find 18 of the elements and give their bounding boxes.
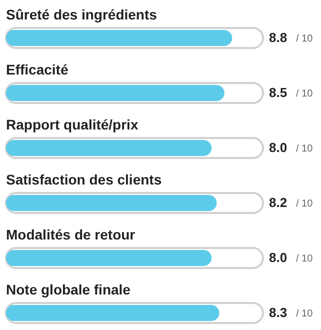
y-tick-label: Note globale finale (6, 282, 131, 298)
data-label: 8.3 (269, 305, 288, 320)
y-tick-label: Satisfaction des clients (6, 172, 162, 188)
data-label: 8.2 (269, 195, 288, 210)
data-label: 8.0 (269, 250, 288, 265)
y-tick-label: Modalités de retour (6, 226, 136, 242)
y-tick-label: Efficacité (6, 62, 68, 78)
data-label: 8.5 (269, 85, 288, 100)
data-label: 8.0 (269, 140, 288, 155)
text: / 10 (296, 198, 314, 210)
text: / 10 (296, 308, 314, 320)
text: / 10 (296, 88, 314, 100)
text: / 10 (296, 34, 314, 44)
y-tick-label: Sûreté des ingrédients (6, 6, 158, 22)
text: / 10 (296, 254, 314, 264)
data-label: 8.8 (269, 30, 288, 45)
y-tick-label: Rapport qualité/prix (6, 116, 138, 132)
text: / 10 (296, 144, 314, 154)
